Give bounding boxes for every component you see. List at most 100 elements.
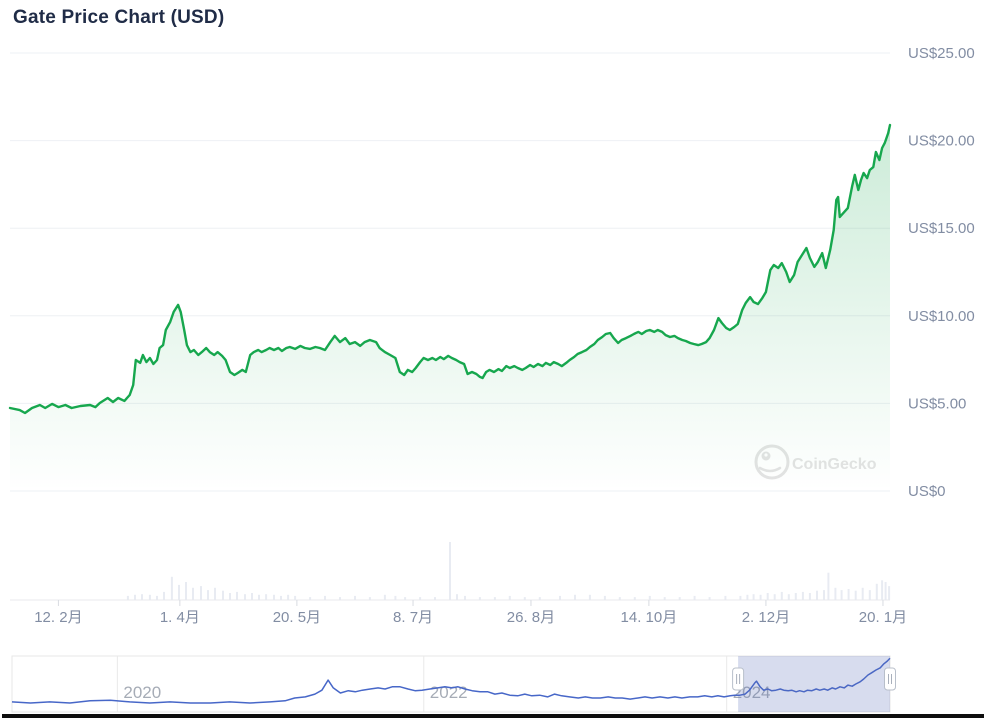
volume-bar	[678, 597, 681, 600]
x-axis: 12. 2月 1. 4月 20. 5月 8. 7月 26. 8月 14. 10月 2. 12…	[10, 599, 907, 626]
volume-bar	[229, 593, 231, 600]
volume-bar	[493, 597, 496, 600]
volume-bar	[708, 597, 711, 600]
volume-bar	[265, 594, 268, 600]
volume-bar	[801, 591, 804, 600]
nav-year-label: 2020	[123, 683, 161, 702]
volume-bar	[827, 572, 830, 600]
x-axis-label: 20. 1月	[859, 609, 907, 626]
navigator-handle-right[interactable]	[884, 667, 896, 691]
volume-bar	[588, 594, 591, 600]
price-area	[10, 125, 890, 491]
volume-bar	[847, 589, 850, 600]
nav-year-label: 2022	[430, 683, 468, 702]
page-title: Gate Price Chart (USD)	[13, 7, 225, 28]
volume-bar	[178, 584, 180, 600]
volume-bar	[759, 594, 762, 600]
volume-bar	[383, 594, 386, 600]
volume-bar	[214, 587, 216, 600]
volume-bar	[258, 594, 260, 600]
volume-bar	[794, 593, 797, 600]
volume-bar	[280, 595, 282, 600]
x-axis-label: 2. 12月	[742, 609, 790, 626]
volume-bar	[244, 594, 246, 600]
volume-bar	[766, 593, 769, 600]
volume-bar	[404, 597, 407, 600]
volume-bar	[773, 594, 776, 600]
volume-bar	[854, 590, 857, 600]
volume-bar	[787, 594, 790, 600]
volume-bar	[449, 542, 451, 600]
volume-bar	[861, 587, 864, 600]
volume-bar	[434, 597, 436, 600]
y-axis-label: US$25.00	[908, 45, 975, 62]
volume-bar	[134, 594, 136, 600]
volume-bar	[823, 590, 825, 600]
volume-bar	[251, 593, 253, 600]
volume-bar	[780, 591, 783, 600]
volume-bar	[633, 597, 636, 600]
y-axis-label: US$10.00	[908, 308, 975, 325]
x-axis-label: 14. 10月	[621, 609, 678, 626]
y-axis-label: US$5.00	[908, 395, 966, 412]
volume-bar	[663, 597, 666, 600]
window-bottom-edge	[2, 714, 984, 718]
volume-bar	[309, 597, 312, 600]
volume-bar	[834, 587, 837, 600]
volume-bar	[881, 580, 884, 600]
volume-bar	[559, 595, 561, 600]
volume-bar	[339, 597, 341, 600]
volume-bar	[207, 590, 209, 600]
volume-bar	[478, 597, 481, 600]
volume-bar	[287, 594, 290, 600]
y-axis-label: US$15.00	[908, 220, 975, 237]
volume-bar	[148, 594, 151, 600]
x-axis-label: 1. 4月	[160, 609, 200, 626]
y-axis-labels: US$25.00 US$20.00 US$15.00 US$10.00 US$5.00 U…	[908, 45, 975, 500]
x-axis-label: 12. 2月	[34, 609, 82, 626]
volume-bar	[840, 590, 843, 600]
volume-bar	[808, 593, 811, 600]
y-axis-label: US$0	[908, 483, 946, 500]
volume-bar	[574, 594, 576, 600]
volume-bar	[693, 595, 696, 600]
volume-bar	[618, 597, 621, 600]
volume-series	[126, 542, 891, 600]
volume-bar	[648, 595, 651, 600]
y-axis-label: US$20.00	[908, 133, 975, 150]
volume-bar	[456, 594, 458, 600]
volume-bar	[816, 590, 818, 600]
navigator[interactable]: 202020222024	[11, 655, 896, 713]
volume-bar	[354, 595, 356, 600]
volume-bar	[464, 595, 466, 600]
volume-bar	[170, 576, 173, 600]
volume-bar	[888, 586, 891, 600]
x-axis-label: 8. 7月	[393, 609, 433, 626]
volume-bar	[752, 594, 755, 600]
volume-bar	[141, 594, 143, 600]
volume-bar	[163, 591, 165, 600]
volume-bar	[603, 595, 606, 600]
volume-bar	[236, 591, 238, 600]
x-axis-label: 20. 5月	[273, 609, 321, 626]
volume-bar	[200, 586, 202, 600]
volume-bar	[368, 597, 371, 600]
navigator-selection[interactable]	[738, 656, 890, 712]
volume-bar	[324, 595, 326, 600]
volume-bar	[273, 594, 275, 600]
x-axis-label: 26. 8月	[507, 609, 555, 626]
volume-bar	[746, 594, 749, 600]
price-series	[8, 123, 892, 491]
volume-bar	[192, 587, 194, 600]
volume-bar	[875, 583, 878, 600]
volume-bar	[185, 582, 187, 600]
navigator-handle-left[interactable]	[732, 667, 745, 691]
nav-series-line	[11, 657, 891, 704]
volume-bar	[419, 597, 422, 600]
volume-bar	[538, 597, 541, 600]
volume-bar	[868, 590, 871, 600]
volume-bar	[739, 595, 742, 600]
volume-bar	[222, 590, 224, 600]
volume-bar	[724, 595, 727, 600]
